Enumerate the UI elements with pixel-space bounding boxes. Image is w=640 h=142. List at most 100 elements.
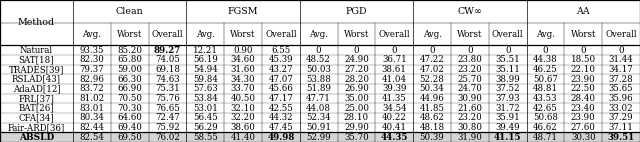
Text: AA: AA xyxy=(577,7,590,16)
Text: 0: 0 xyxy=(505,46,511,55)
Text: 39.39: 39.39 xyxy=(382,84,406,93)
Text: 32.20: 32.20 xyxy=(230,113,255,122)
Text: Avg.: Avg. xyxy=(196,30,215,39)
Text: 0: 0 xyxy=(580,46,586,55)
Text: 23.20: 23.20 xyxy=(458,113,483,122)
Text: 0.90: 0.90 xyxy=(234,46,253,55)
Text: 82.44: 82.44 xyxy=(79,123,104,132)
Text: 28.20: 28.20 xyxy=(344,75,369,84)
Text: 65.80: 65.80 xyxy=(117,55,142,64)
Text: 37.93: 37.93 xyxy=(495,94,520,103)
Text: 51.89: 51.89 xyxy=(306,84,331,93)
Text: 26.90: 26.90 xyxy=(344,84,369,93)
Text: 53.88: 53.88 xyxy=(306,75,331,84)
Text: 23.20: 23.20 xyxy=(458,65,483,74)
Text: 56.19: 56.19 xyxy=(193,55,218,64)
Text: 79.37: 79.37 xyxy=(79,65,104,74)
Text: 76.65: 76.65 xyxy=(155,104,180,113)
Text: 72.47: 72.47 xyxy=(155,113,180,122)
Text: TRADES[39]: TRADES[39] xyxy=(9,65,64,74)
Text: 75.92: 75.92 xyxy=(155,123,180,132)
Text: 83.72: 83.72 xyxy=(79,84,104,93)
Text: 35.96: 35.96 xyxy=(609,94,634,103)
Text: 31.60: 31.60 xyxy=(230,65,255,74)
Text: 37.11: 37.11 xyxy=(609,123,634,132)
Text: 58.55: 58.55 xyxy=(193,133,218,142)
Text: 82.30: 82.30 xyxy=(79,55,104,64)
Text: 85.20: 85.20 xyxy=(117,46,142,55)
Text: 48.62: 48.62 xyxy=(420,113,445,122)
Text: 33.02: 33.02 xyxy=(609,104,634,113)
Text: 44.38: 44.38 xyxy=(533,55,558,64)
Text: 53.84: 53.84 xyxy=(193,94,218,103)
Text: 0: 0 xyxy=(429,46,435,55)
Text: 49.98: 49.98 xyxy=(267,133,294,142)
Text: SAT[18]: SAT[18] xyxy=(19,55,54,64)
Text: 36.71: 36.71 xyxy=(382,55,406,64)
Text: 41.85: 41.85 xyxy=(420,104,445,113)
Text: 75.76: 75.76 xyxy=(155,94,180,103)
Text: 47.07: 47.07 xyxy=(268,75,293,84)
Text: 50.67: 50.67 xyxy=(533,75,558,84)
Text: 52.28: 52.28 xyxy=(420,75,445,84)
Text: 23.40: 23.40 xyxy=(571,104,596,113)
Text: 47.45: 47.45 xyxy=(269,123,293,132)
Text: 0: 0 xyxy=(354,46,359,55)
Text: 66.90: 66.90 xyxy=(117,84,142,93)
Text: 47.02: 47.02 xyxy=(420,65,445,74)
Text: 39.49: 39.49 xyxy=(495,123,520,132)
Text: 40.22: 40.22 xyxy=(382,113,407,122)
Text: 44.96: 44.96 xyxy=(420,94,444,103)
Text: 24.70: 24.70 xyxy=(458,84,483,93)
Text: 70.50: 70.50 xyxy=(117,94,142,103)
Text: 35.65: 35.65 xyxy=(609,84,634,93)
Text: 21.60: 21.60 xyxy=(458,104,483,113)
Text: 37.28: 37.28 xyxy=(609,75,634,84)
Text: 34.54: 34.54 xyxy=(382,104,406,113)
Text: 56.45: 56.45 xyxy=(193,113,218,122)
Text: PGD: PGD xyxy=(346,7,367,16)
Text: 64.60: 64.60 xyxy=(117,113,142,122)
Text: 43.53: 43.53 xyxy=(533,94,557,103)
Text: Natural: Natural xyxy=(20,46,53,55)
Text: 23.90: 23.90 xyxy=(571,75,596,84)
Text: 0: 0 xyxy=(392,46,397,55)
Text: Worst: Worst xyxy=(457,30,483,39)
Text: 23.90: 23.90 xyxy=(571,113,596,122)
Text: CFA[34]: CFA[34] xyxy=(19,113,54,122)
Text: Overall: Overall xyxy=(152,30,183,39)
Text: 56.29: 56.29 xyxy=(193,123,218,132)
Text: 46.62: 46.62 xyxy=(533,123,558,132)
Text: 89.27: 89.27 xyxy=(154,46,181,55)
Text: 41.35: 41.35 xyxy=(382,94,406,103)
Text: 24.90: 24.90 xyxy=(344,55,369,64)
Text: 27.60: 27.60 xyxy=(571,123,596,132)
Text: 57.63: 57.63 xyxy=(193,84,218,93)
Text: Overall: Overall xyxy=(265,30,297,39)
Text: Avg.: Avg. xyxy=(309,30,328,39)
Text: 45.66: 45.66 xyxy=(269,84,293,93)
Text: 22.10: 22.10 xyxy=(571,65,596,74)
Text: 0: 0 xyxy=(543,46,548,55)
Text: 76.02: 76.02 xyxy=(155,133,180,142)
Text: 35.70: 35.70 xyxy=(344,133,369,142)
Text: 74.05: 74.05 xyxy=(155,55,180,64)
Text: 28.40: 28.40 xyxy=(571,94,596,103)
Text: 34.17: 34.17 xyxy=(609,65,634,74)
Text: 22.50: 22.50 xyxy=(571,84,596,93)
Text: 48.81: 48.81 xyxy=(533,84,558,93)
Text: 38.60: 38.60 xyxy=(230,123,255,132)
Text: 18.50: 18.50 xyxy=(571,55,596,64)
Text: 69.40: 69.40 xyxy=(117,123,142,132)
Text: 27.20: 27.20 xyxy=(344,65,369,74)
Text: Overall: Overall xyxy=(378,30,410,39)
Text: 52.99: 52.99 xyxy=(307,133,331,142)
Text: 12.21: 12.21 xyxy=(193,46,218,55)
Text: 81.02: 81.02 xyxy=(79,94,104,103)
Text: Overall: Overall xyxy=(605,30,637,39)
Text: Fair-ARD[36]: Fair-ARD[36] xyxy=(8,123,65,132)
Text: 31.44: 31.44 xyxy=(609,55,634,64)
Text: 50.68: 50.68 xyxy=(533,113,558,122)
Text: 50.34: 50.34 xyxy=(420,84,444,93)
Text: Avg.: Avg. xyxy=(422,30,442,39)
